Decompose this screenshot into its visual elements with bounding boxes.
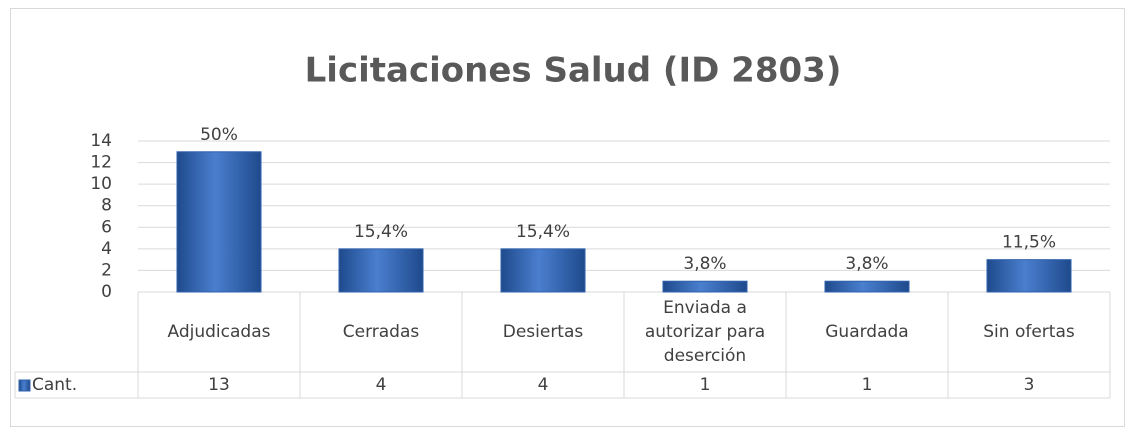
y-tick-label: 14: [90, 131, 112, 151]
bar: [824, 280, 910, 293]
y-tick-label: 0: [101, 282, 112, 302]
y-tick-label: 10: [90, 174, 112, 194]
category-cell: Sin ofertas: [983, 322, 1075, 342]
data-label: 3,8%: [845, 254, 888, 274]
legend-key: [18, 379, 31, 392]
value-cell: 13: [208, 375, 230, 395]
value-cell: 1: [699, 375, 711, 395]
legend-label: Cant.: [32, 375, 78, 395]
chart-border: [10, 8, 1125, 427]
y-tick-label: 12: [90, 153, 112, 173]
bar: [500, 248, 586, 293]
data-label: 11,5%: [1002, 233, 1056, 253]
category-cell: Cerradas: [342, 322, 420, 342]
bar: [986, 259, 1072, 293]
category-cell: Adjudicadas: [167, 322, 271, 342]
data-label: 50%: [200, 125, 238, 145]
data-label: 15,4%: [516, 222, 570, 242]
bar: [662, 280, 748, 293]
chart-title: Licitaciones Salud (ID 2803): [305, 51, 842, 91]
bar: [176, 151, 262, 293]
y-tick-label: 6: [101, 217, 112, 237]
data-label: 3,8%: [683, 254, 726, 274]
category-cell: Desiertas: [502, 322, 584, 342]
y-tick-label: 2: [101, 260, 112, 280]
category-cell: Guardada: [825, 322, 909, 342]
y-tick-label: 8: [101, 196, 112, 216]
category-cell: Enviada a autorizar para deserción: [644, 298, 766, 366]
y-tick-label: 4: [101, 239, 112, 259]
data-label: 15,4%: [354, 222, 408, 242]
bar: [338, 248, 424, 293]
value-cell: 1: [861, 375, 873, 395]
value-cell: 3: [1023, 375, 1035, 395]
value-cell: 4: [375, 375, 387, 395]
value-cell: 4: [537, 375, 549, 395]
